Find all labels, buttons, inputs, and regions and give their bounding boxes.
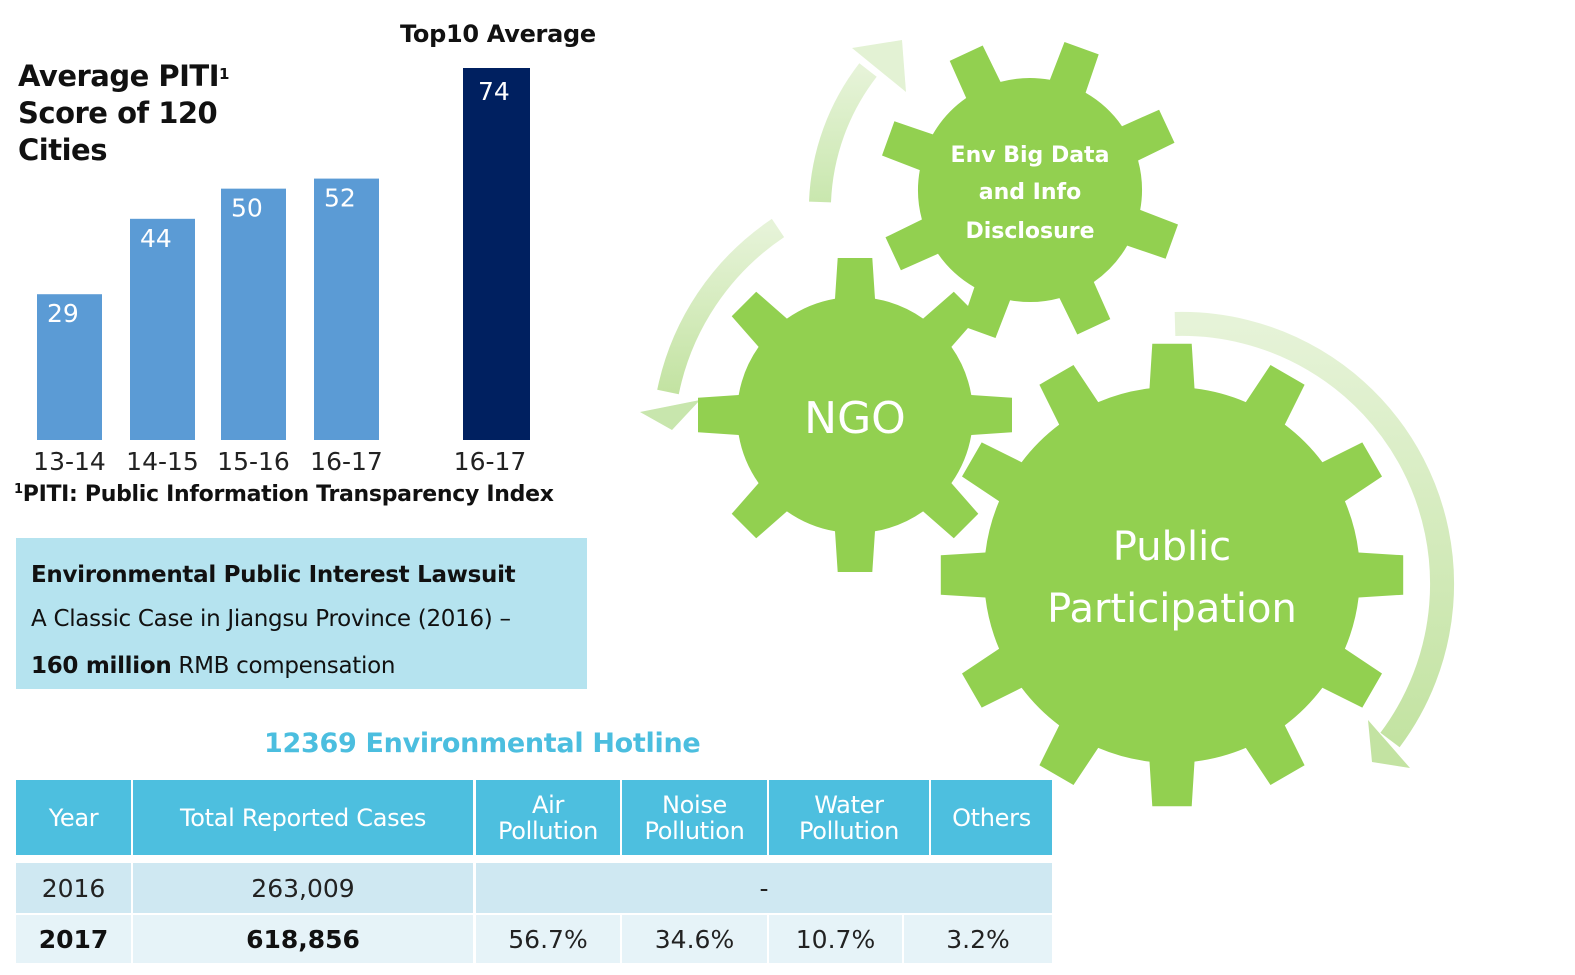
bars-layer: 29 13-14 44 14-15 50 15-16 52 16-17 74 16-17 xyxy=(33,68,530,476)
gear-right-line-2: Participation xyxy=(1047,586,1297,632)
bar-16-17 xyxy=(314,178,379,440)
x-tick-label: 16-17 xyxy=(454,447,527,476)
gear-ngo-label: NGO xyxy=(804,393,906,444)
header-water-line1: Water xyxy=(814,790,884,819)
header-air-line2: Pollution xyxy=(497,816,599,845)
header-total-text: Total Reported Cases xyxy=(179,803,427,832)
row-2017-water: 10.7% xyxy=(769,915,902,963)
row-2017-year: 2017 xyxy=(16,915,131,963)
header-water-line2: Pollution xyxy=(798,816,900,845)
bar-value-label: 52 xyxy=(324,184,356,213)
row-2017-total: 618,856 xyxy=(133,915,473,963)
row-2017-air: 56.7% xyxy=(476,915,620,963)
chart-title-line-3: Cities xyxy=(18,133,107,167)
title-footnote-marker: 1 xyxy=(219,65,229,83)
gear-right-line-1: Public xyxy=(1113,524,1231,570)
header-year: Year xyxy=(16,780,131,855)
header-noise: Noise Pollution xyxy=(622,780,767,855)
header-noise-line1: Noise xyxy=(661,790,728,819)
footnote: 1PITI: Public Information Transparency I… xyxy=(14,482,554,507)
x-tick-label: 14-15 xyxy=(126,447,199,476)
top10-label: Top10 Average xyxy=(400,20,596,48)
bar-top10-average xyxy=(463,68,530,440)
bar-value-label: 74 xyxy=(478,77,510,106)
row-2016-breakdown: - xyxy=(476,863,1052,913)
gear-ngo xyxy=(698,258,1012,572)
x-tick-label: 15-16 xyxy=(217,447,290,476)
bar-14-15 xyxy=(130,218,195,440)
gear-public-participation xyxy=(940,343,1404,807)
x-tick-label: 16-17 xyxy=(310,447,383,476)
cycle-arrow-down-left-icon xyxy=(640,218,785,430)
lawsuit-case: A Classic Case in Jiangsu Province (2016… xyxy=(31,606,511,632)
row-2016-year: 2016 xyxy=(16,863,131,913)
bar-13-14 xyxy=(37,294,102,440)
chart-title-line-1: Average PITI xyxy=(18,59,220,93)
gear-top-line-3: Disclosure xyxy=(965,219,1094,244)
cycle-arrow-down-right-icon xyxy=(1174,311,1455,768)
compensation-unit: RMB compensation xyxy=(171,653,396,679)
header-year-text: Year xyxy=(48,803,99,832)
gear-shape xyxy=(882,42,1178,338)
footnote-marker: 1 xyxy=(14,482,23,497)
cycle-arrow-up-icon xyxy=(809,40,906,203)
footnote-text: PITI: Public Information Transparency In… xyxy=(22,482,554,507)
lawsuit-box: Environmental Public Interest Lawsuit A … xyxy=(16,538,587,689)
compensation-amount: 160 million xyxy=(31,653,172,679)
gear-shape xyxy=(698,258,1012,572)
bar-value-label: 50 xyxy=(231,194,263,223)
x-tick-label: 13-14 xyxy=(33,447,106,476)
header-air: Air Pollution xyxy=(476,780,620,855)
header-others: Others xyxy=(931,780,1052,855)
header-air-line1: Air xyxy=(531,790,565,819)
row-2017-others: 3.2% xyxy=(904,915,1052,963)
bar-15-16 xyxy=(221,188,286,440)
gear-top-line-2: and Info xyxy=(979,180,1081,205)
row-2016-total: 263,009 xyxy=(133,863,473,913)
header-total: Total Reported Cases xyxy=(133,780,473,855)
header-others-text: Others xyxy=(952,803,1031,832)
lawsuit-heading: Environmental Public Interest Lawsuit xyxy=(31,562,516,588)
header-water: Water Pollution xyxy=(769,780,929,855)
bar-value-label: 44 xyxy=(140,224,172,253)
gear-env-big-data xyxy=(882,42,1178,338)
gear-top-line-1: Env Big Data xyxy=(951,143,1110,168)
lawsuit-compensation: 160 million RMB compensation xyxy=(31,643,572,690)
row-2017-noise: 34.6% xyxy=(622,915,767,963)
chart-title: Average PITI1 Score of 120 Cities xyxy=(18,58,278,169)
hotline-title: 12369 Environmental Hotline xyxy=(264,728,701,759)
bar-chart: 29 13-14 44 14-15 50 15-16 52 16-17 74 16-17 xyxy=(33,68,530,476)
bar-value-label: 29 xyxy=(47,299,79,328)
header-noise-line2: Pollution xyxy=(644,816,745,845)
gear-shape xyxy=(940,343,1404,807)
chart-title-line-2: Score of 120 xyxy=(18,96,218,130)
